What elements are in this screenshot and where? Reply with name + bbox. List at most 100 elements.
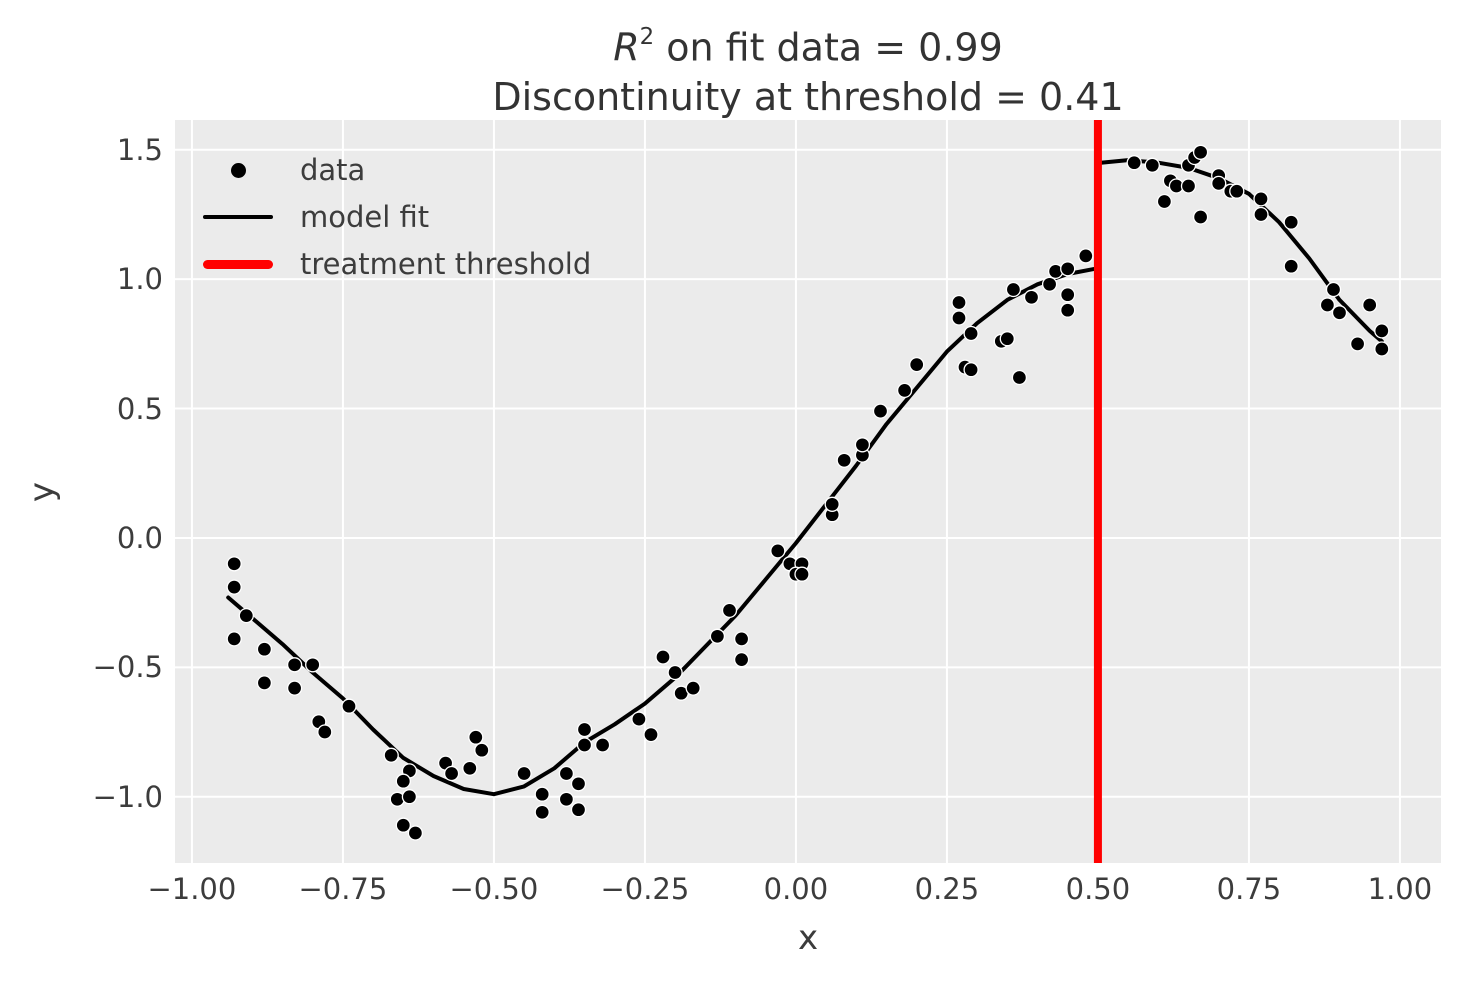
data-point: [1126, 155, 1142, 171]
data-point: [685, 680, 701, 696]
data-point: [462, 760, 478, 776]
y-tick-label: −1.0: [92, 779, 163, 814]
data-point: [909, 356, 925, 373]
data-point: [1374, 341, 1390, 357]
data-point: [443, 765, 460, 782]
data-point: [1078, 248, 1094, 264]
data-point: [1023, 289, 1040, 305]
chart-title-line1: R2 on fit data = 0.99: [492, 16, 1123, 73]
chart-title: R2 on fit data = 0.99 Discontinuity at t…: [492, 16, 1123, 122]
y-tick-label: 0.5: [116, 391, 163, 426]
data-point: [854, 437, 871, 453]
data-point: [1060, 302, 1076, 318]
data-point: [570, 776, 587, 792]
legend-entry-data: data: [203, 152, 591, 188]
data-point: [1374, 323, 1390, 339]
data-point: [951, 294, 967, 311]
y-tick-label: 0.0: [116, 520, 163, 555]
x-tick-label: −1.00: [147, 872, 237, 906]
data-point: [999, 331, 1015, 347]
data-point: [1156, 193, 1173, 210]
data-point: [383, 747, 399, 763]
legend-swatch: [203, 162, 273, 178]
data-point: [1229, 183, 1245, 199]
model-fit-curve: [226, 266, 1097, 797]
legend-swatch: [203, 215, 273, 219]
legend: data model fit treatment threshold: [203, 152, 591, 293]
data-point: [286, 680, 303, 696]
y-axis-label: y: [22, 481, 62, 503]
chart-title-line2: Discontinuity at threshold = 0.41: [492, 74, 1124, 119]
data-point: [1253, 206, 1269, 223]
legend-swatch: [203, 259, 273, 269]
data-point: [516, 765, 532, 782]
data-point: [667, 664, 683, 681]
r-squared-exponent: 2: [639, 23, 655, 50]
data-point: [395, 773, 411, 789]
data-point: [1362, 297, 1378, 313]
data-point: [468, 729, 484, 745]
data-point: [794, 566, 810, 582]
data-point: [1349, 336, 1366, 352]
data-point: [558, 791, 575, 807]
data-point: [1180, 178, 1197, 194]
x-tick-label: −0.50: [449, 872, 539, 906]
data-point: [1331, 305, 1348, 321]
data-point: [395, 817, 411, 833]
x-tick-label: 0.00: [763, 872, 829, 906]
data-point: [1144, 157, 1160, 173]
legend-entry-threshold: treatment threshold: [203, 246, 591, 282]
data-point: [709, 628, 726, 644]
data-point: [733, 631, 750, 647]
data-point: [576, 721, 593, 738]
legend-label-threshold: treatment threshold: [300, 247, 592, 281]
data-point: [1325, 281, 1342, 298]
x-tick-label: −0.75: [298, 872, 388, 906]
data-point: [1005, 281, 1022, 298]
data-point: [1060, 287, 1076, 303]
data-point: [570, 802, 587, 818]
legend-label-data: data: [300, 153, 366, 187]
chart-title-line1-text: on fit data = 0.99: [654, 25, 1003, 70]
y-tick-label: 1.0: [116, 262, 163, 297]
x-tick-label: −0.25: [600, 872, 690, 906]
data-point: [341, 698, 357, 714]
data-point: [1011, 369, 1028, 386]
data-point: [401, 789, 418, 805]
data-point: [770, 543, 786, 559]
data-point: [317, 724, 333, 740]
data-point: [1319, 297, 1336, 313]
data-point: [534, 786, 550, 802]
data-point: [655, 649, 671, 665]
data-point: [407, 825, 424, 841]
data-point: [824, 496, 840, 512]
data-point: [534, 804, 550, 820]
data-point: [643, 726, 659, 743]
legend-entry-model-fit: model fit: [203, 199, 591, 235]
y-tick-label: 1.5: [116, 132, 163, 167]
data-point: [238, 607, 254, 624]
legend-label-model-fit: model fit: [300, 200, 430, 234]
x-tick-label: 0.25: [914, 872, 980, 906]
data-point: [226, 579, 242, 595]
data-point: [1060, 261, 1076, 277]
data-point: [872, 403, 889, 419]
data-point: [1192, 209, 1209, 225]
scatter-marker-icon: [230, 162, 246, 178]
data-point: [896, 382, 913, 399]
x-tick-label: 0.50: [1065, 872, 1131, 906]
data-point: [963, 325, 979, 342]
x-axis-label: x: [797, 918, 819, 958]
data-point: [576, 737, 593, 753]
data-point: [721, 602, 738, 619]
data-point: [836, 452, 852, 468]
data-point: [951, 310, 967, 326]
data-point: [631, 711, 647, 727]
y-tick-label: −0.5: [92, 650, 163, 685]
line-marker-icon: [203, 215, 273, 219]
threshold-marker-icon: [203, 259, 273, 269]
x-tick-label: 1.00: [1367, 872, 1433, 906]
data-point: [226, 631, 242, 647]
